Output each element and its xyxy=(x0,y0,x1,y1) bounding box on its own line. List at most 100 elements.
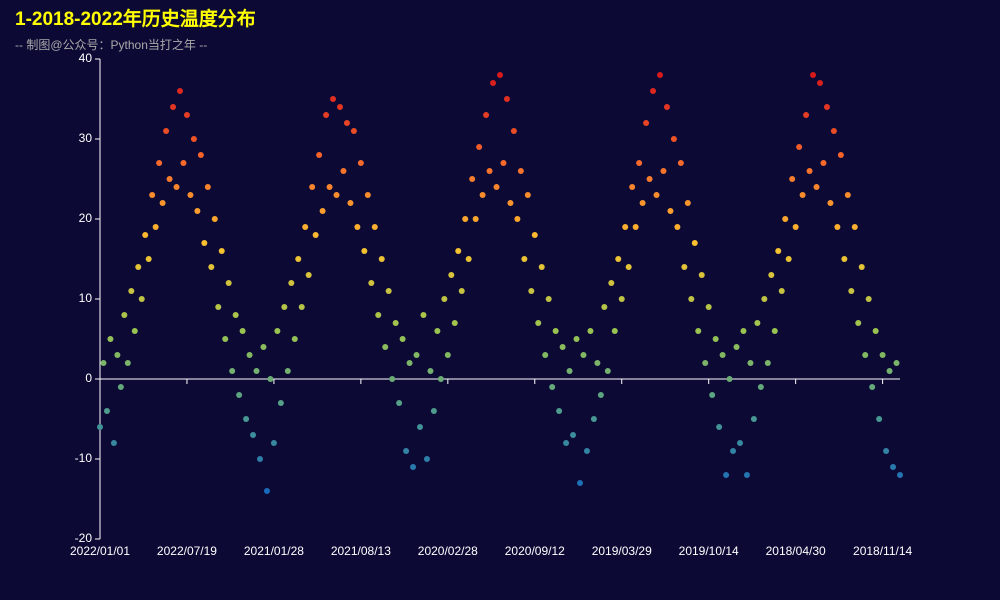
scatter-point xyxy=(236,392,243,398)
scatter-point xyxy=(229,368,236,374)
scatter-point xyxy=(514,216,521,222)
scatter-point xyxy=(483,112,490,118)
scatter-point xyxy=(743,472,750,478)
scatter-point xyxy=(737,440,743,446)
scatter-point xyxy=(243,416,250,422)
scatter-point xyxy=(837,152,844,158)
scatter-point xyxy=(723,472,730,478)
scatter-point xyxy=(291,336,298,342)
scatter-point xyxy=(563,440,570,446)
scatter-point xyxy=(458,288,465,294)
scatter-point xyxy=(796,144,803,150)
scatter-point xyxy=(364,192,371,198)
scatter-point xyxy=(636,160,643,166)
scatter-point xyxy=(817,80,823,86)
scatter-point xyxy=(437,376,444,382)
scatter-point xyxy=(771,328,778,334)
scatter-point xyxy=(503,96,510,102)
x-tick-label: 2020/09/12 xyxy=(505,544,565,558)
scatter-point xyxy=(681,264,688,270)
scatter-point xyxy=(590,416,597,422)
scatter-point xyxy=(423,456,430,462)
scatter-point xyxy=(270,440,277,446)
scatter-point xyxy=(323,112,330,118)
scatter-point xyxy=(201,240,208,246)
scatter-point xyxy=(848,288,855,294)
scatter-point xyxy=(274,328,281,334)
scatter-point xyxy=(757,384,764,390)
scatter-point xyxy=(677,160,684,166)
scatter-point xyxy=(215,304,222,310)
scatter-point xyxy=(549,384,556,390)
scatter-point xyxy=(643,120,650,126)
scatter-point xyxy=(844,192,851,198)
scatter-point xyxy=(785,256,792,262)
scatter-point xyxy=(183,112,190,118)
scatter-point xyxy=(865,296,872,302)
scatter-point xyxy=(444,352,451,358)
scatter-point xyxy=(368,280,375,286)
x-tick-label: 2022/01/01 xyxy=(70,544,130,558)
x-tick-label: 2020/02/28 xyxy=(418,544,478,558)
scatter-point xyxy=(430,408,437,414)
scatter-point xyxy=(542,352,549,358)
scatter-point xyxy=(260,344,267,350)
scatter-point xyxy=(371,224,378,230)
scatter-point xyxy=(124,360,131,366)
scatter-point xyxy=(764,360,771,366)
scatter-point xyxy=(521,256,528,262)
scatter-point xyxy=(451,320,458,326)
scatter-point xyxy=(222,336,229,342)
scatter-point xyxy=(611,328,618,334)
scatter-point xyxy=(208,264,215,270)
scatter-point xyxy=(312,232,319,238)
scatter-point xyxy=(577,480,583,486)
scatter-point xyxy=(782,216,789,222)
scatter-point xyxy=(486,168,493,174)
scatter-point xyxy=(194,208,201,214)
scatter-point xyxy=(890,464,897,470)
scatter-point xyxy=(688,296,695,302)
scatter-point xyxy=(820,160,827,166)
scatter-point xyxy=(257,456,263,462)
scatter-point xyxy=(149,192,156,198)
scatter-point xyxy=(455,248,462,254)
scatter-point xyxy=(507,200,514,206)
scatter-point xyxy=(726,376,733,382)
scatter-point xyxy=(382,344,389,350)
scatter-point xyxy=(190,136,197,142)
scatter-point xyxy=(427,368,434,374)
scatter-point xyxy=(218,248,225,254)
scatter-point xyxy=(883,448,890,454)
scatter-point xyxy=(392,320,399,326)
scatter-point xyxy=(232,312,239,318)
scatter-point xyxy=(145,256,152,262)
scatter-point xyxy=(152,224,159,230)
scatter-point xyxy=(604,368,611,374)
scatter-point xyxy=(716,424,723,430)
scatter-point xyxy=(479,192,486,198)
y-tick-label: 20 xyxy=(79,211,93,225)
y-tick-label: -10 xyxy=(75,451,93,465)
scatter-point xyxy=(100,360,107,366)
scatter-point xyxy=(657,72,663,78)
scatter-point xyxy=(733,344,740,350)
scatter-point xyxy=(103,408,110,414)
scatter-point xyxy=(886,368,893,374)
scatter-point xyxy=(556,408,563,414)
scatter-point xyxy=(354,224,361,230)
scatter-point xyxy=(510,128,517,134)
scatter-point xyxy=(583,448,590,454)
scatter-point xyxy=(712,336,719,342)
scatter-point xyxy=(337,104,343,110)
scatter-point xyxy=(246,352,253,358)
scatter-point xyxy=(180,160,187,166)
scatter-point xyxy=(121,312,128,318)
scatter-point xyxy=(709,392,716,398)
scatter-point xyxy=(497,72,503,78)
scatter-point xyxy=(343,120,350,126)
scatter-point xyxy=(187,192,194,198)
scatter-point xyxy=(813,184,820,190)
